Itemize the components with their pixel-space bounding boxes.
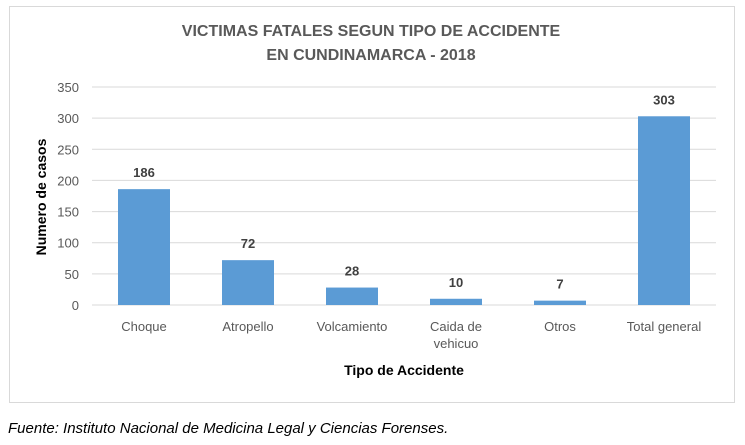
bar — [638, 116, 690, 305]
y-tick-label: 250 — [57, 142, 79, 157]
bar — [534, 300, 586, 305]
gridlines — [92, 86, 716, 306]
y-tick-label: 0 — [72, 298, 79, 313]
x-category-label: Total general — [627, 319, 702, 334]
x-category-label: Atropello — [222, 319, 273, 334]
source-note: Fuente: Instituto Nacional de Medicina L… — [8, 420, 449, 437]
data-label: 28 — [345, 264, 359, 279]
data-label: 72 — [241, 236, 255, 251]
bar — [430, 298, 482, 305]
x-axis-categories: Choque Atropello Volcamiento Caida de vehicu… — [121, 319, 701, 351]
chart-title-line: EN CUNDINAMARCA - 2018 — [266, 47, 475, 64]
y-tick-label: 300 — [57, 111, 79, 126]
x-category-label: Choque — [121, 319, 167, 334]
bar — [222, 260, 274, 305]
bar — [326, 287, 378, 305]
data-label: 303 — [653, 92, 675, 107]
chart-title: VICTIMAS FATALES SEGUN TIPO DE ACCIDENTE… — [182, 23, 561, 64]
y-axis-title: Numero de casos — [33, 138, 49, 255]
y-tick-label: 200 — [57, 173, 79, 188]
y-tick-label: 150 — [57, 205, 79, 220]
bars — [118, 116, 690, 305]
x-axis-title: Tipo de Accidente — [344, 362, 464, 378]
y-tick-label: 100 — [57, 236, 79, 251]
bar — [118, 189, 170, 305]
x-category-label: Volcamiento — [317, 319, 388, 334]
y-axis-ticks: 0 50 100 150 200 250 300 350 — [57, 80, 79, 313]
data-label: 10 — [449, 275, 463, 290]
chart-title-line: VICTIMAS FATALES SEGUN TIPO DE ACCIDENTE — [182, 23, 561, 40]
bar-chart: VICTIMAS FATALES SEGUN TIPO DE ACCIDENTE… — [33, 23, 716, 378]
x-category-label: Otros — [544, 319, 576, 334]
y-tick-label: 350 — [57, 80, 79, 95]
data-label: 7 — [556, 277, 563, 292]
data-labels: 186 72 28 10 7 303 — [133, 92, 675, 291]
x-category-label: Caida de vehicuo — [430, 319, 482, 351]
y-tick-label: 50 — [65, 267, 79, 282]
data-label: 186 — [133, 165, 155, 180]
